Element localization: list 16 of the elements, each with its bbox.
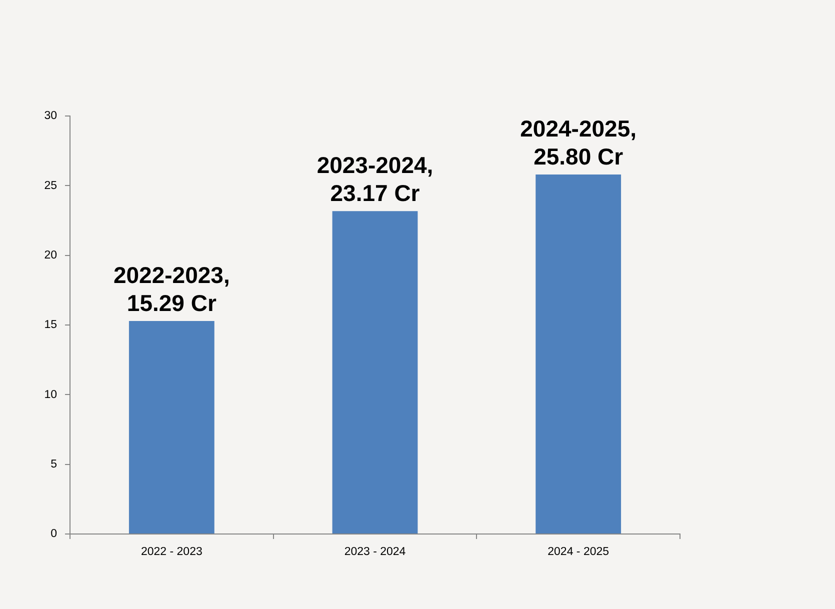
y-tick-label: 5 bbox=[50, 458, 57, 471]
y-tick-label: 15 bbox=[44, 319, 57, 332]
bar bbox=[128, 320, 214, 534]
y-tick-label: 0 bbox=[50, 528, 57, 540]
y-tick-label: 10 bbox=[44, 388, 57, 401]
x-tick-label: 2024 - 2025 bbox=[548, 546, 610, 558]
y-tick-label: 30 bbox=[44, 110, 57, 122]
y-tick-label: 25 bbox=[44, 180, 57, 192]
bar bbox=[332, 211, 418, 534]
bar bbox=[536, 174, 622, 534]
data-label: 2023-2024, 23.17 Cr bbox=[316, 152, 434, 206]
data-label: 2024-2025, 25.80 Cr bbox=[520, 116, 637, 170]
data-label: 2022-2023, 15.29 Cr bbox=[113, 262, 230, 316]
y-tick-label: 20 bbox=[44, 250, 57, 262]
x-tick-label: 2022 - 2023 bbox=[140, 546, 202, 558]
x-tick-label: 2023 - 2024 bbox=[344, 546, 406, 558]
